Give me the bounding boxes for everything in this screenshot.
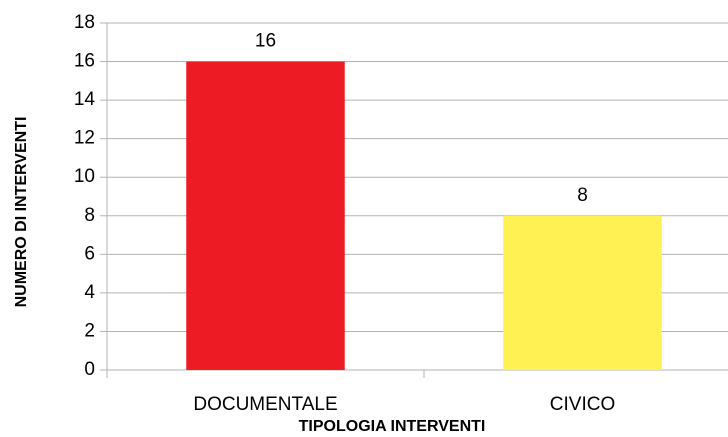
y-tick-label: 2: [84, 320, 95, 341]
y-tick-label: 16: [74, 51, 95, 72]
bar: [503, 215, 662, 370]
data-label: 8: [577, 185, 588, 206]
data-label: 16: [255, 31, 276, 52]
y-tick-label: 18: [74, 12, 95, 33]
y-tick-label: 12: [74, 128, 95, 149]
bar: [186, 61, 345, 371]
y-tick-label: 4: [84, 282, 95, 303]
y-tick-label: 14: [74, 89, 96, 110]
y-tick-label: 8: [84, 205, 95, 226]
y-tick-label: 0: [84, 359, 95, 380]
y-tick-label: 6: [84, 243, 95, 264]
y-tick-label: 10: [74, 166, 95, 187]
x-tick-label: DOCUMENTALE: [193, 394, 337, 415]
x-tick-label: CIVICO: [550, 394, 615, 415]
x-axis-title: TIPOLOGIA INTERVENTI: [299, 418, 486, 435]
y-axis-title: NUMERO DI INTERVENTI: [13, 117, 30, 308]
